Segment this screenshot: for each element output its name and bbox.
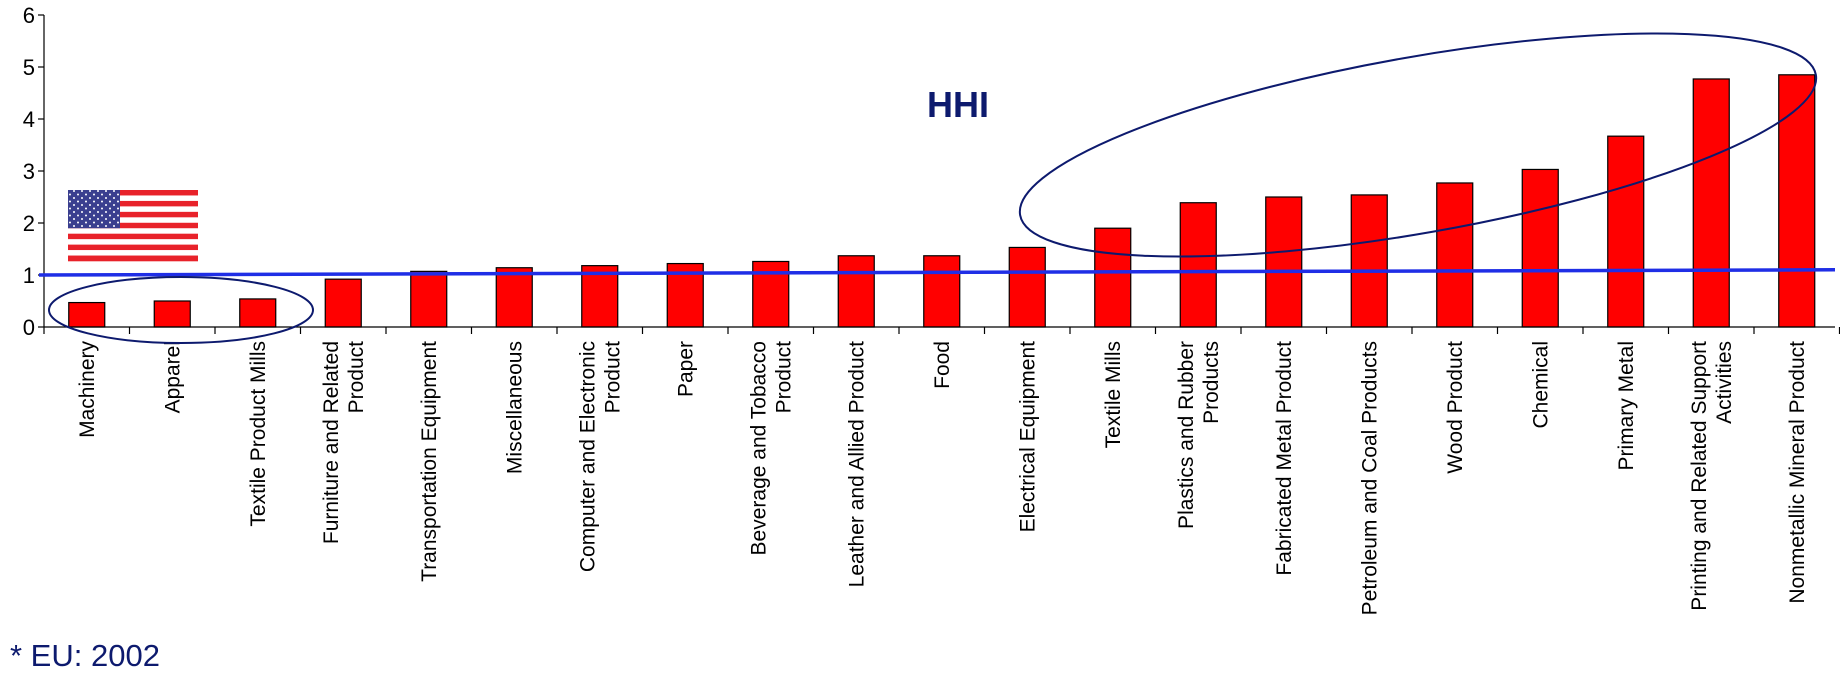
bar xyxy=(410,270,448,328)
bar xyxy=(1607,135,1645,328)
y-tick-label: 3 xyxy=(23,159,35,184)
x-tick-label: Leather and Allied Product xyxy=(845,341,868,588)
reference-line-group xyxy=(38,268,1836,277)
bar xyxy=(239,298,277,328)
x-tick-label: Printing and Related SupportActivities xyxy=(1688,341,1736,611)
x-tick-label: Furniture and RelatedProduct xyxy=(320,341,368,544)
bar xyxy=(1692,78,1730,328)
x-tick-label: Apparel xyxy=(161,341,184,413)
x-tick-label: Primary Metal xyxy=(1615,341,1638,471)
us-flag-icon xyxy=(68,190,198,262)
x-tick-label: Paper xyxy=(674,341,697,397)
bars xyxy=(68,74,1816,328)
x-tick-label: Chemical xyxy=(1529,341,1552,429)
bar xyxy=(324,278,362,328)
x-tick-label: Textile Mills xyxy=(1102,341,1125,448)
bar xyxy=(1094,227,1132,328)
x-axis: Machinery Apparel Textile Product Mills Fur… xyxy=(43,326,1840,615)
y-tick-label: 6 xyxy=(23,3,35,28)
x-tick-label: Beverage and TobaccoProduct xyxy=(747,341,795,556)
bar xyxy=(1521,168,1559,328)
y-tick-label: 1 xyxy=(23,263,35,288)
y-axis: 0 1 2 3 4 5 6 xyxy=(23,3,45,340)
x-tick-label: Food xyxy=(931,341,954,389)
x-tick-label: Machinery xyxy=(76,341,99,438)
x-tick-label: Transportation Equipment xyxy=(418,341,441,582)
bar xyxy=(495,267,533,328)
reference-line xyxy=(38,268,1836,277)
highlight-ellipses xyxy=(48,32,1818,344)
x-tick-label: Petroleum and Coal Products xyxy=(1358,341,1381,615)
hhi-annotation: HHI xyxy=(927,84,989,125)
x-tick-label: Miscellaneous xyxy=(503,341,526,474)
bar xyxy=(1265,196,1303,328)
x-tick-label: Plastics and RubberProducts xyxy=(1175,341,1223,529)
bar xyxy=(1179,202,1217,328)
y-tick-label: 0 xyxy=(23,315,35,340)
x-tick-label: Textile Product Mills xyxy=(247,341,270,527)
x-tick-label: Electrical Equipment xyxy=(1016,341,1039,533)
bar xyxy=(923,255,961,328)
bar xyxy=(1778,74,1816,328)
y-tick-label: 2 xyxy=(23,211,35,236)
bar xyxy=(581,265,619,328)
bar xyxy=(1008,246,1046,328)
bar xyxy=(1436,182,1474,328)
bar xyxy=(153,300,191,328)
low-hhi-ellipse xyxy=(48,276,314,344)
y-tick-label: 4 xyxy=(23,107,35,132)
x-tick-label: Computer and ElectronicProduct xyxy=(576,341,624,572)
x-tick-label: Fabricated Metal Product xyxy=(1273,341,1296,576)
x-tick-label: Nonmetallic Mineral Product xyxy=(1786,341,1809,604)
high-hhi-ellipse xyxy=(1018,32,1818,258)
bar xyxy=(1350,194,1388,328)
footnote: * EU: 2002 xyxy=(10,638,160,673)
y-tick-label: 5 xyxy=(23,55,35,80)
x-tick-label: Wood Product xyxy=(1444,341,1467,474)
bar xyxy=(68,301,106,328)
bar xyxy=(837,255,875,328)
